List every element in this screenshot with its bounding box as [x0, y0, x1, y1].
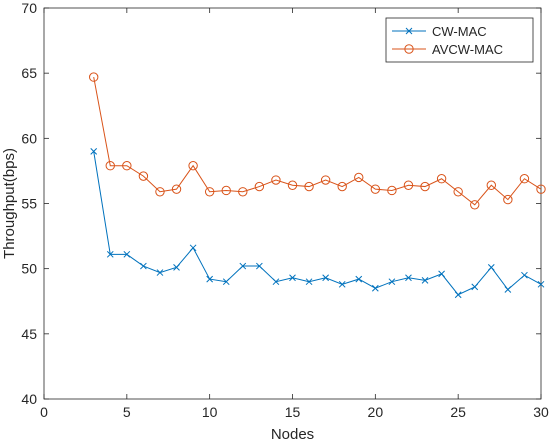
data-point: [155, 187, 165, 197]
legend-label: CW-MAC: [432, 24, 487, 39]
data-point: [486, 180, 496, 190]
data-point: [271, 175, 281, 185]
data-point: [487, 264, 495, 271]
data-point: [521, 271, 528, 279]
data-point: [438, 270, 445, 278]
data-point: [405, 274, 412, 282]
x-axis-label: Nodes: [271, 426, 314, 442]
data-point: [239, 262, 247, 270]
data-point: [122, 161, 132, 171]
series-avcw-mac: [89, 72, 546, 210]
data-point: [287, 180, 298, 190]
data-point: [156, 269, 164, 276]
data-point: [189, 244, 197, 252]
x-tick-label: 0: [40, 404, 48, 420]
legend-box: [385, 17, 534, 63]
data-point: [355, 275, 363, 283]
legend: CW-MAC AVCW-MAC: [385, 17, 534, 63]
data-point: [354, 172, 364, 183]
data-point: [305, 278, 313, 286]
data-point: [204, 187, 215, 197]
x-tick-label: 10: [202, 404, 218, 420]
data-point: [470, 200, 480, 210]
plot-area: [43, 7, 542, 400]
y-tick-label: 70: [21, 0, 37, 16]
data-point: [370, 184, 381, 194]
data-point: [138, 171, 149, 181]
data-point: [420, 181, 430, 192]
y-tick-label: 45: [21, 326, 37, 342]
data-point: [387, 185, 397, 196]
data-point: [536, 184, 546, 194]
legend-item-avcw-mac: AVCW-MAC: [392, 42, 503, 57]
x-tick-label: 25: [450, 404, 466, 420]
y-tick-label: 50: [21, 261, 37, 277]
data-point: [105, 161, 115, 171]
data-point: [371, 284, 379, 292]
legend-marker: [404, 44, 414, 54]
x-tick-label: 20: [368, 404, 384, 420]
series-cw-mac: [90, 148, 545, 299]
data-point: [238, 187, 248, 197]
data-point: [304, 181, 314, 192]
data-point: [338, 280, 346, 288]
y-tick-label: 65: [21, 65, 37, 81]
series-line: [93, 76, 542, 206]
data-point: [519, 174, 530, 184]
x-tick-label: 15: [285, 404, 301, 420]
y-tick-label: 40: [21, 391, 37, 407]
data-point: [537, 280, 545, 288]
data-point: [421, 277, 429, 284]
data-point: [453, 187, 463, 197]
data-point: [256, 262, 263, 270]
y-tick-label: 55: [21, 196, 37, 212]
data-point: [106, 250, 114, 258]
data-point: [90, 148, 98, 155]
data-point: [221, 185, 231, 196]
data-point: [503, 194, 513, 205]
legend-marker: [405, 27, 413, 35]
data-point: [454, 291, 462, 299]
legend-label: AVCW-MAC: [432, 42, 503, 57]
data-point: [89, 72, 99, 82]
data-point: [471, 283, 479, 291]
data-point: [289, 274, 296, 282]
data-point: [171, 184, 182, 194]
x-tick-label: 5: [123, 404, 131, 420]
x-tick-label: 30: [533, 404, 549, 420]
data-point: [206, 275, 214, 283]
data-point: [403, 180, 414, 190]
data-point: [272, 278, 280, 286]
y-tick-label: 60: [21, 130, 37, 146]
data-point: [188, 161, 198, 171]
data-point: [123, 250, 131, 258]
data-point: [320, 175, 331, 185]
series-line: [93, 151, 542, 296]
data-point: [504, 286, 512, 293]
data-point: [337, 181, 347, 192]
data-point: [254, 181, 265, 192]
legend-item-cw-mac: CW-MAC: [392, 24, 487, 39]
data-point: [222, 278, 230, 286]
data-point: [322, 274, 329, 282]
data-point: [436, 174, 447, 184]
data-point: [140, 262, 147, 270]
y-axis-label: Throughput(bps): [1, 148, 18, 259]
data-point: [173, 264, 180, 271]
data-point: [388, 278, 396, 286]
